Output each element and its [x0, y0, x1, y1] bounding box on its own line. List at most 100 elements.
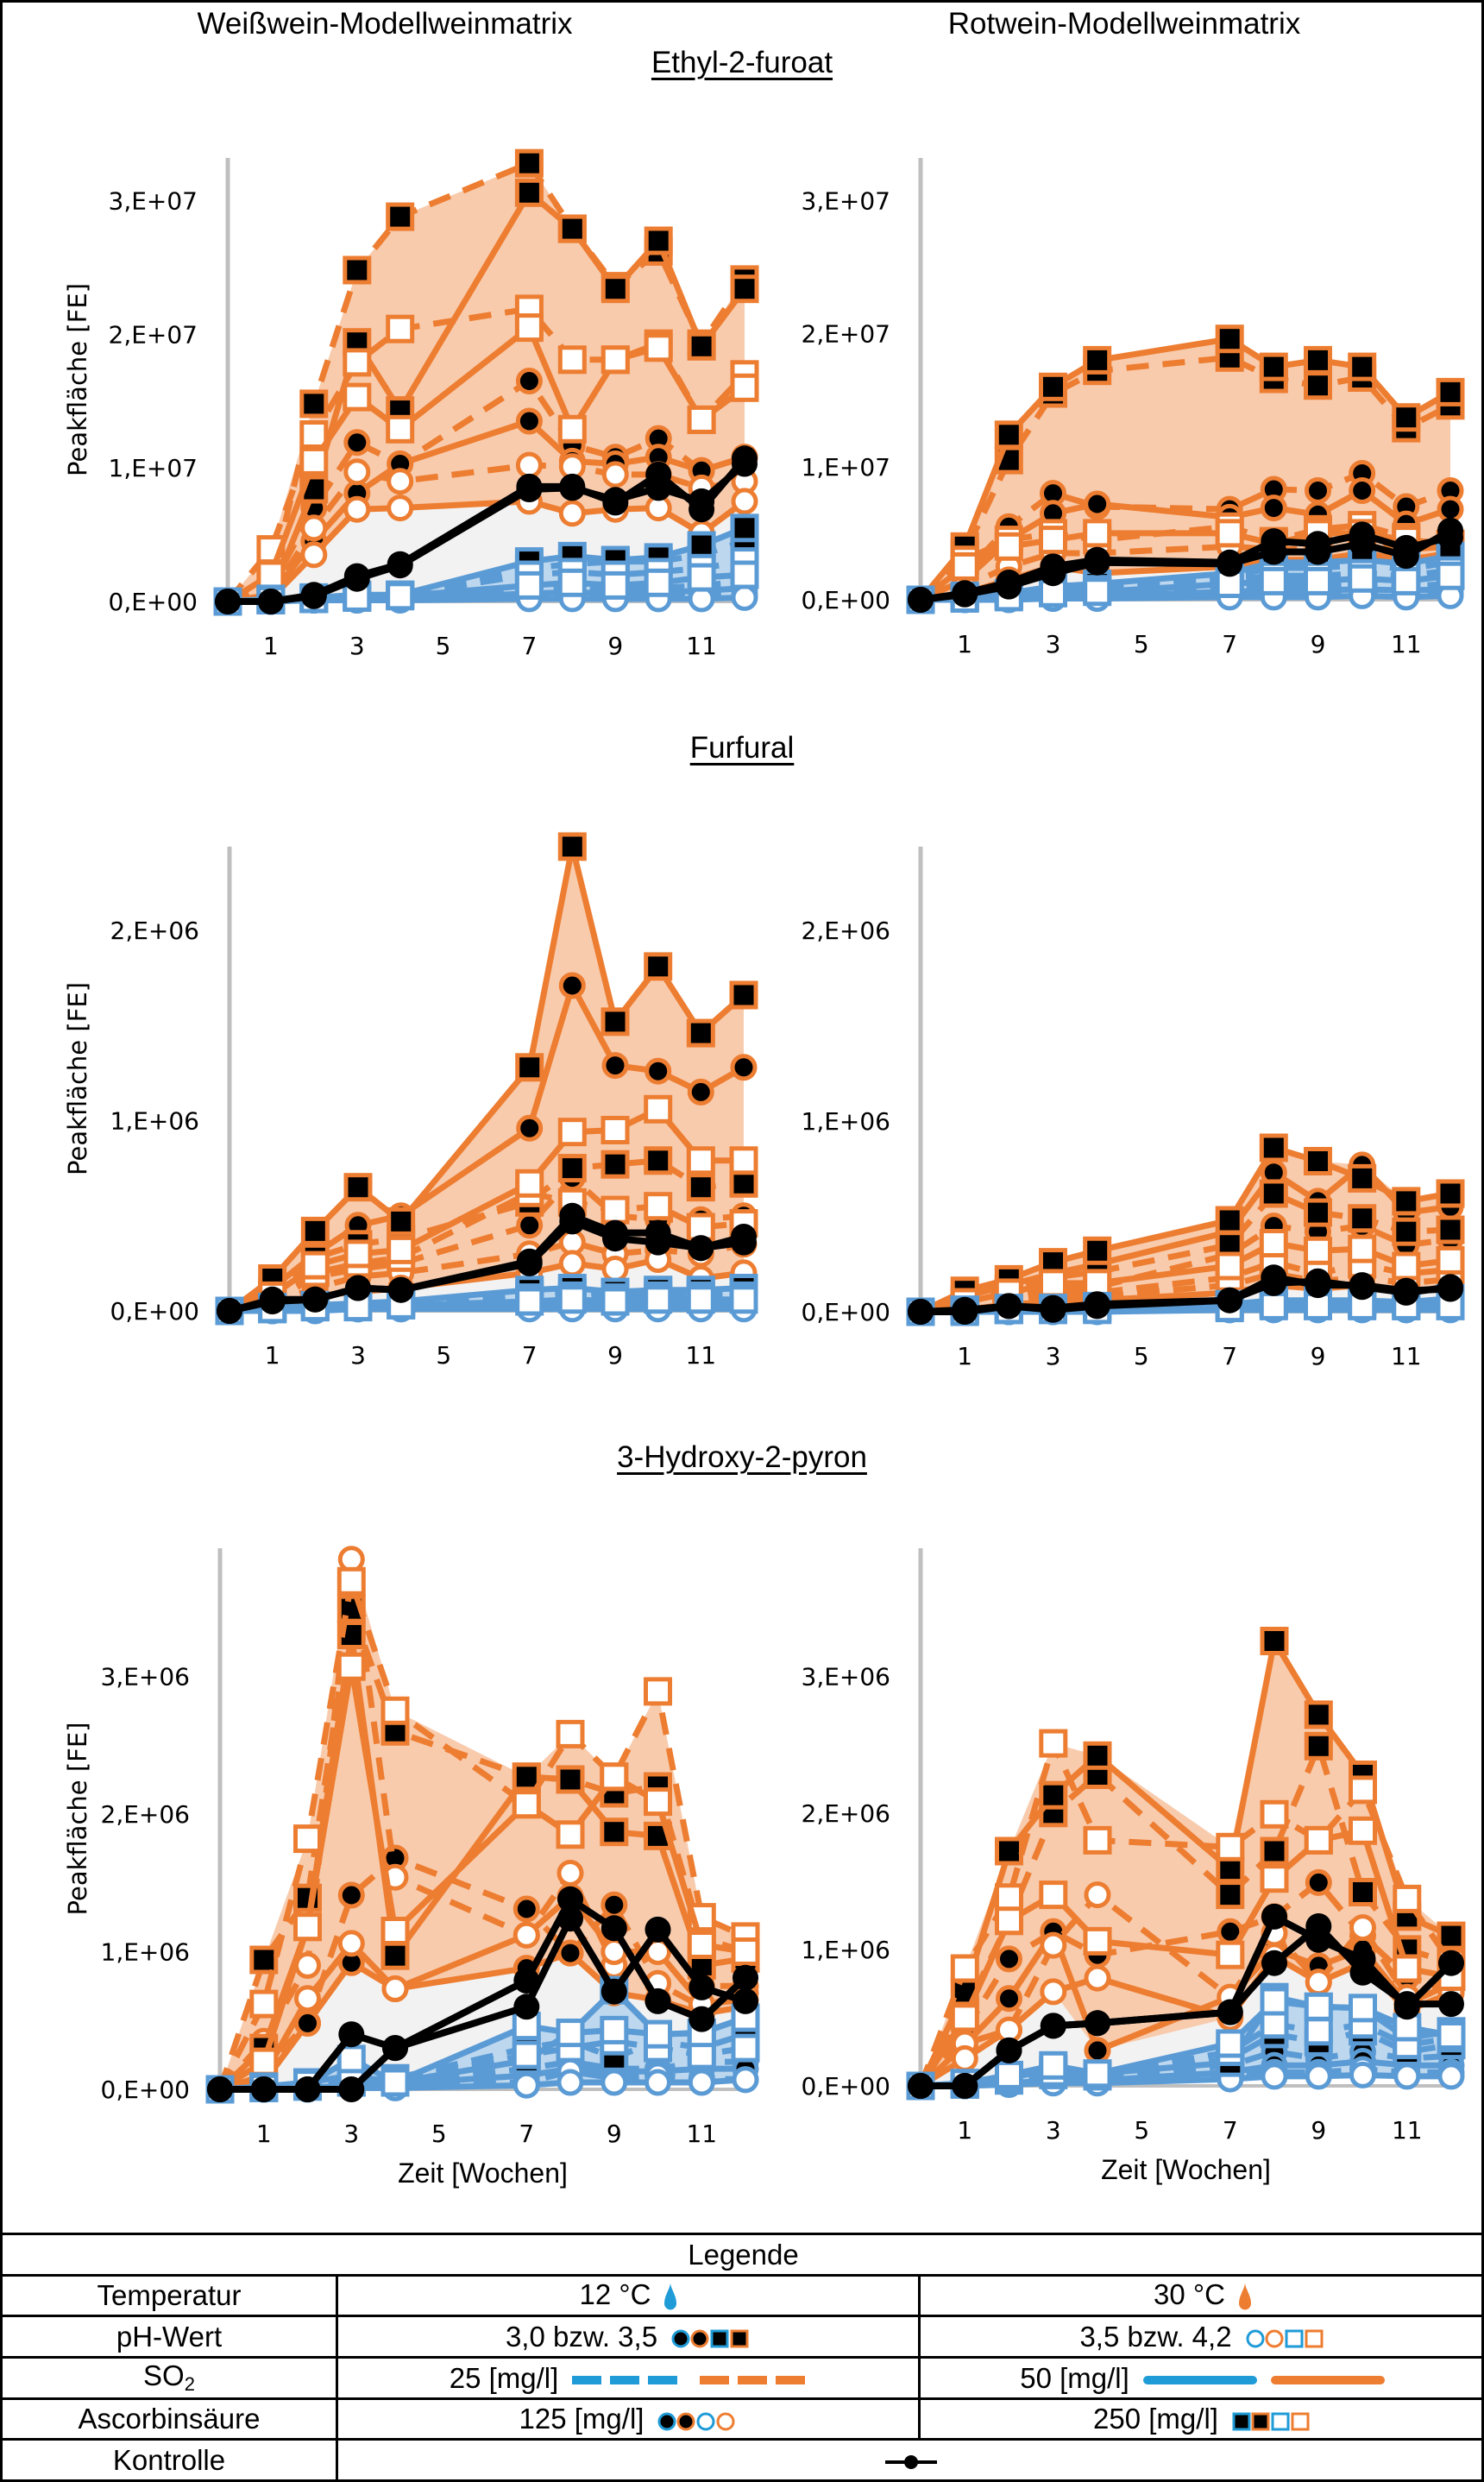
series-line [920, 2021, 1452, 2089]
data-point [1304, 1731, 1333, 1761]
data-point [1304, 1700, 1333, 1729]
dash-orange-icon [776, 2376, 806, 2385]
series-kontrolle-2 [217, 1208, 757, 1324]
data-point [1305, 477, 1331, 504]
data-point [387, 495, 414, 522]
y-tick-label: 1,E+06 [101, 1938, 191, 1967]
data-point [387, 1276, 414, 1303]
data-point [1259, 1179, 1288, 1208]
data-point [1083, 519, 1112, 548]
data-point [645, 1229, 671, 1256]
data-point [557, 414, 587, 444]
data-point [1260, 2010, 1289, 2039]
data-point [387, 1206, 416, 1236]
section-title-3-hydroxy-2-pyron: 3-Hydroxy-2-pyron [617, 1440, 867, 1474]
x-tick-label: 1 [263, 632, 279, 660]
section-title-ethyl-2-furoat: Ethyl-2-furoat [651, 46, 833, 79]
legend-label-cell: Kontrolle [0, 2438, 338, 2482]
legend-text-so2-50: 50 [mg/l] [1020, 2361, 1129, 2394]
data-point [207, 2076, 233, 2102]
legend-label-cell: SO2 [0, 2355, 338, 2400]
data-point [336, 1566, 366, 1596]
x-tick-label: 1 [256, 2120, 272, 2148]
data-point [1305, 1868, 1332, 1896]
open-circle-blue-icon [696, 2412, 715, 2431]
data-point [343, 255, 372, 285]
data-point [512, 1790, 541, 1819]
data-point [995, 2060, 1023, 2089]
data-point [1084, 2037, 1111, 2064]
series-line [920, 1190, 1451, 1315]
x-tick-label: 9 [1311, 1342, 1326, 1370]
data-point [1348, 1163, 1377, 1193]
data-point [1260, 1799, 1289, 1829]
data-point [343, 429, 371, 457]
data-point [557, 345, 587, 375]
series-line [919, 543, 1451, 603]
data-point [343, 458, 371, 486]
data-point [249, 1945, 279, 1975]
data-point [1349, 1914, 1376, 1942]
x-tick-label: 5 [436, 1341, 451, 1370]
y-tick-label: 2,E+06 [802, 917, 891, 945]
y-tick-label: 0,E+00 [101, 2076, 191, 2104]
data-point [1437, 517, 1463, 544]
data-point [1039, 1269, 1067, 1298]
legend-label-so2-subscript: 2 [184, 2373, 195, 2396]
data-point [249, 1989, 279, 2019]
x-tick-label: 1 [265, 1341, 280, 1370]
data-point [601, 1256, 629, 1282]
data-point [687, 331, 716, 361]
data-point [257, 589, 284, 614]
data-point [994, 532, 1023, 561]
y-tick-label: 3,E+06 [802, 1663, 891, 1691]
legend-text-so2-25: 25 [mg/l] [449, 2361, 559, 2394]
data-point [1305, 539, 1331, 565]
data-point [645, 475, 672, 501]
legend-text-asc-125: 125 [mg/l] [519, 2403, 645, 2435]
data-point [731, 1229, 757, 1256]
data-point [1261, 1269, 1287, 1296]
data-point [512, 2071, 540, 2099]
column-header-white-wine: Weißwein-Modellweinmatrix [197, 7, 573, 41]
data-point [1305, 1913, 1332, 1939]
data-point [557, 1154, 587, 1183]
data-point [1304, 1198, 1332, 1227]
legend-text-12c: 12 °C [579, 2278, 651, 2311]
open-square-blue-icon [1271, 2412, 1290, 2431]
y-axis-title: Peakfläche [FE] [63, 982, 92, 1175]
data-point [687, 1078, 714, 1106]
series-line [225, 306, 747, 604]
data-point [1304, 1147, 1332, 1175]
data-point [336, 2044, 366, 2074]
data-point [689, 1974, 715, 2000]
data-point [1348, 1204, 1377, 1233]
data-point [512, 1921, 540, 1949]
data-point [515, 1169, 544, 1198]
data-point [950, 551, 979, 581]
series-kontrolle-2 [207, 1906, 758, 2102]
data-point [996, 2037, 1022, 2063]
data-point [1348, 352, 1377, 381]
data-point [343, 382, 372, 412]
x-tick-label: 11 [686, 632, 717, 660]
data-point [249, 2047, 279, 2076]
data-point [515, 1053, 544, 1082]
chart-panel: 0,E+00 1,E+07 2,E+07 3,E+07 1 3 5 7 9 11 Peakfläch… [63, 148, 759, 660]
data-point [556, 1860, 584, 1887]
column-header-red-wine: Rotwein-Modellweinmatrix [947, 7, 1301, 41]
data-point [1349, 1878, 1377, 1906]
data-point [1083, 1825, 1112, 1855]
data-point [1437, 1274, 1463, 1301]
data-point [1349, 477, 1376, 504]
open-circle-orange-icon [1265, 2329, 1284, 2348]
data-point [516, 1114, 544, 1142]
data-point [1040, 1978, 1067, 2006]
data-point [1304, 1825, 1333, 1855]
data-point [512, 1762, 541, 1792]
charts-canvas: 0,E+001,E+072,E+073,E+071 3 5 7 9 11Peakfläch… [63, 148, 1466, 2189]
data-point [380, 2068, 410, 2097]
data-point [1392, 566, 1421, 595]
data-point [512, 1895, 540, 1923]
data-point [601, 1978, 627, 2005]
